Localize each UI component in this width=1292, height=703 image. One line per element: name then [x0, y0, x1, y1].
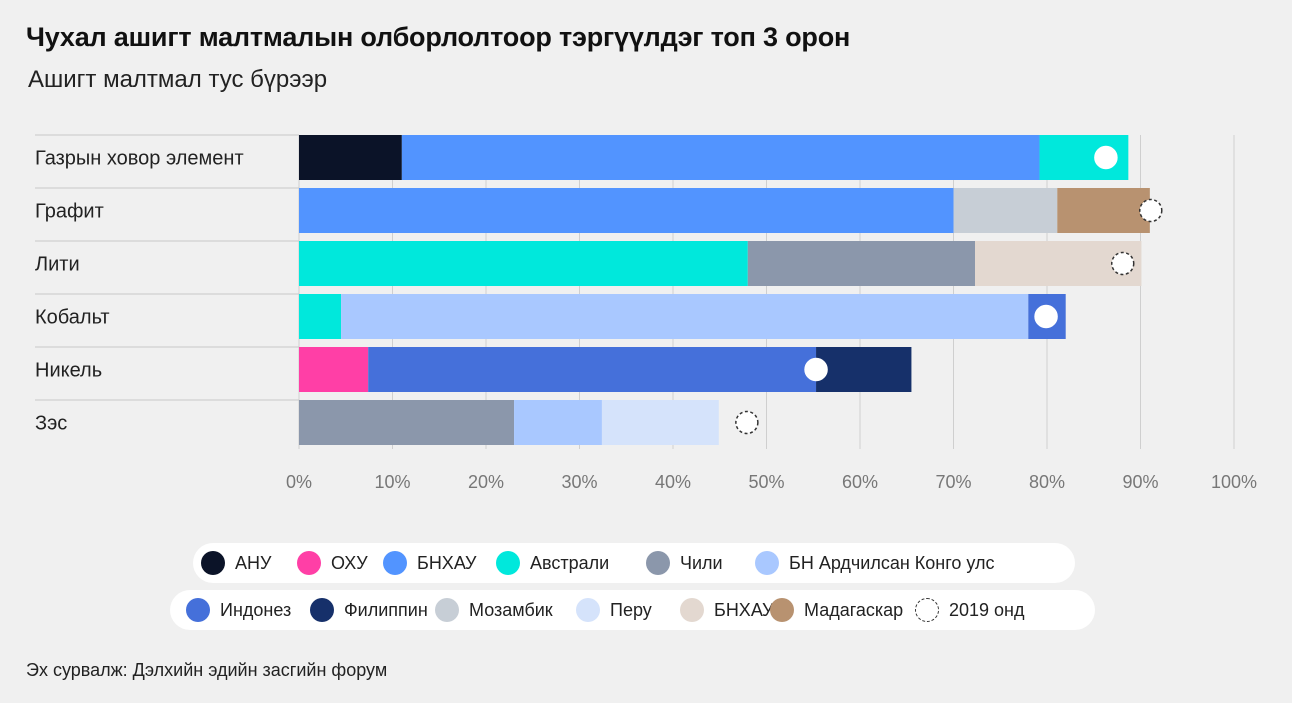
legend-item-madagascar: Мадагаскар	[770, 597, 903, 623]
x-tick-label: 30%	[561, 472, 597, 492]
legend-label: Мадагаскар	[804, 599, 904, 620]
x-tick-label: 20%	[468, 472, 504, 492]
legend-item-philippines: Филиппин	[310, 597, 428, 623]
bar-segment-australia	[299, 241, 748, 286]
legend-row-1: АНУ ОХУ БНХАУ Австрали Чили БН Ардчилсан Конг…	[193, 543, 1075, 583]
legend-item-usa: АНУ	[201, 550, 271, 576]
legend-label: АНУ	[235, 552, 272, 573]
bar-segment-china	[299, 188, 954, 233]
legend-swatch	[435, 598, 459, 622]
legend-item-russia: ОХУ	[297, 550, 368, 576]
bar-segment-chile	[747, 241, 976, 286]
legend-item-china_other: БНХАУ	[680, 597, 773, 623]
bar-segment-chile	[299, 400, 515, 445]
x-tick-label: 70%	[935, 472, 971, 492]
source-note: Эх сурвалж: Дэлхийн эдийн засгийн форум	[26, 660, 388, 680]
bar-segment-philippines	[816, 347, 912, 392]
x-tick-label: 10%	[374, 472, 410, 492]
chart-subtitle: Ашигт малтмал тус бүрээр	[28, 66, 328, 93]
bar-segment-indonesia	[368, 347, 817, 392]
legend-label: Австрали	[530, 552, 610, 573]
category-label: Никель	[35, 360, 102, 382]
category-label: Кобальт	[35, 307, 110, 329]
x-tick-label: 50%	[748, 472, 784, 492]
legend-row-2: Индонез Филиппин Мозамбик Перу БНХАУ Мадагаск…	[170, 590, 1095, 630]
marker-2019	[1110, 251, 1135, 276]
legend-swatch	[646, 551, 670, 575]
legend-swatch	[915, 598, 939, 622]
legend-item-marker: 2019 онд	[915, 597, 1025, 623]
bar-segment-peru	[601, 400, 719, 445]
bar-segment-drc	[514, 400, 602, 445]
x-tick-label: 60%	[842, 472, 878, 492]
legend-item-drc: БН Ардчилсан Конго улс	[755, 550, 995, 576]
legend-label: 2019 онд	[949, 599, 1025, 620]
legend-label: ОХУ	[331, 552, 368, 573]
bar-segment-australia	[299, 294, 342, 339]
x-tick-label: 100%	[1211, 472, 1257, 492]
category-label: Зэс	[35, 413, 67, 435]
legend-item-chile: Чили	[646, 550, 723, 576]
stacked-bar-chart: 0% 10% 20% 30% 40% 50% 60% 70% 80% 90% 100% Газрын …	[35, 134, 1257, 492]
x-tick-label: 0%	[286, 472, 312, 492]
chart-title: Чухал ашигт малтмалын олборлолтоор тэргү…	[26, 22, 851, 52]
marker-2019	[735, 410, 759, 435]
bar-segment-china	[401, 135, 1040, 180]
category-label: Газрын ховор элемент	[35, 148, 244, 170]
marker-2019	[1094, 145, 1118, 170]
legend-swatch	[310, 598, 334, 622]
bar-segment-russia	[299, 347, 369, 392]
x-tick-label: 90%	[1122, 472, 1158, 492]
category-label: Лити	[35, 254, 80, 276]
marker-2019	[1034, 304, 1058, 329]
legend-label: Филиппин	[344, 599, 428, 620]
legend-item-peru: Перу	[576, 597, 652, 623]
category-label: Графит	[35, 201, 104, 223]
bar-segment-usa	[299, 135, 402, 180]
legend-label: БНХАУ	[417, 552, 477, 573]
legend-item-china: БНХАУ	[383, 550, 476, 576]
legend-swatch	[201, 551, 225, 575]
x-tick-label: 80%	[1029, 472, 1065, 492]
bar-segment-madagascar	[1057, 188, 1150, 233]
legend-label: Индонез	[220, 599, 292, 620]
legend-item-australia: Австрали	[496, 550, 609, 576]
bar-segment-drc	[341, 294, 1029, 339]
legend-swatch	[680, 598, 704, 622]
marker-2019	[804, 357, 828, 382]
legend-swatch	[186, 598, 210, 622]
legend-swatch	[297, 551, 321, 575]
legend-label: Перу	[610, 599, 652, 620]
legend-label: БНХАУ	[714, 599, 774, 620]
marker-2019	[1139, 198, 1163, 223]
legend-swatch	[755, 551, 779, 575]
legend-swatch	[770, 598, 794, 622]
x-tick-label: 40%	[655, 472, 691, 492]
legend-label: БН Ардчилсан Конго улс	[789, 552, 995, 573]
legend-item-indonesia: Индонез	[186, 597, 291, 623]
legend-swatch	[383, 551, 407, 575]
legend-label: Чили	[680, 552, 723, 573]
legend-item-mozambique: Мозамбик	[435, 597, 553, 623]
legend-swatch	[576, 598, 600, 622]
legend-label: Мозамбик	[469, 599, 553, 620]
bar-segment-mozambique	[953, 188, 1058, 233]
legend-swatch	[496, 551, 520, 575]
